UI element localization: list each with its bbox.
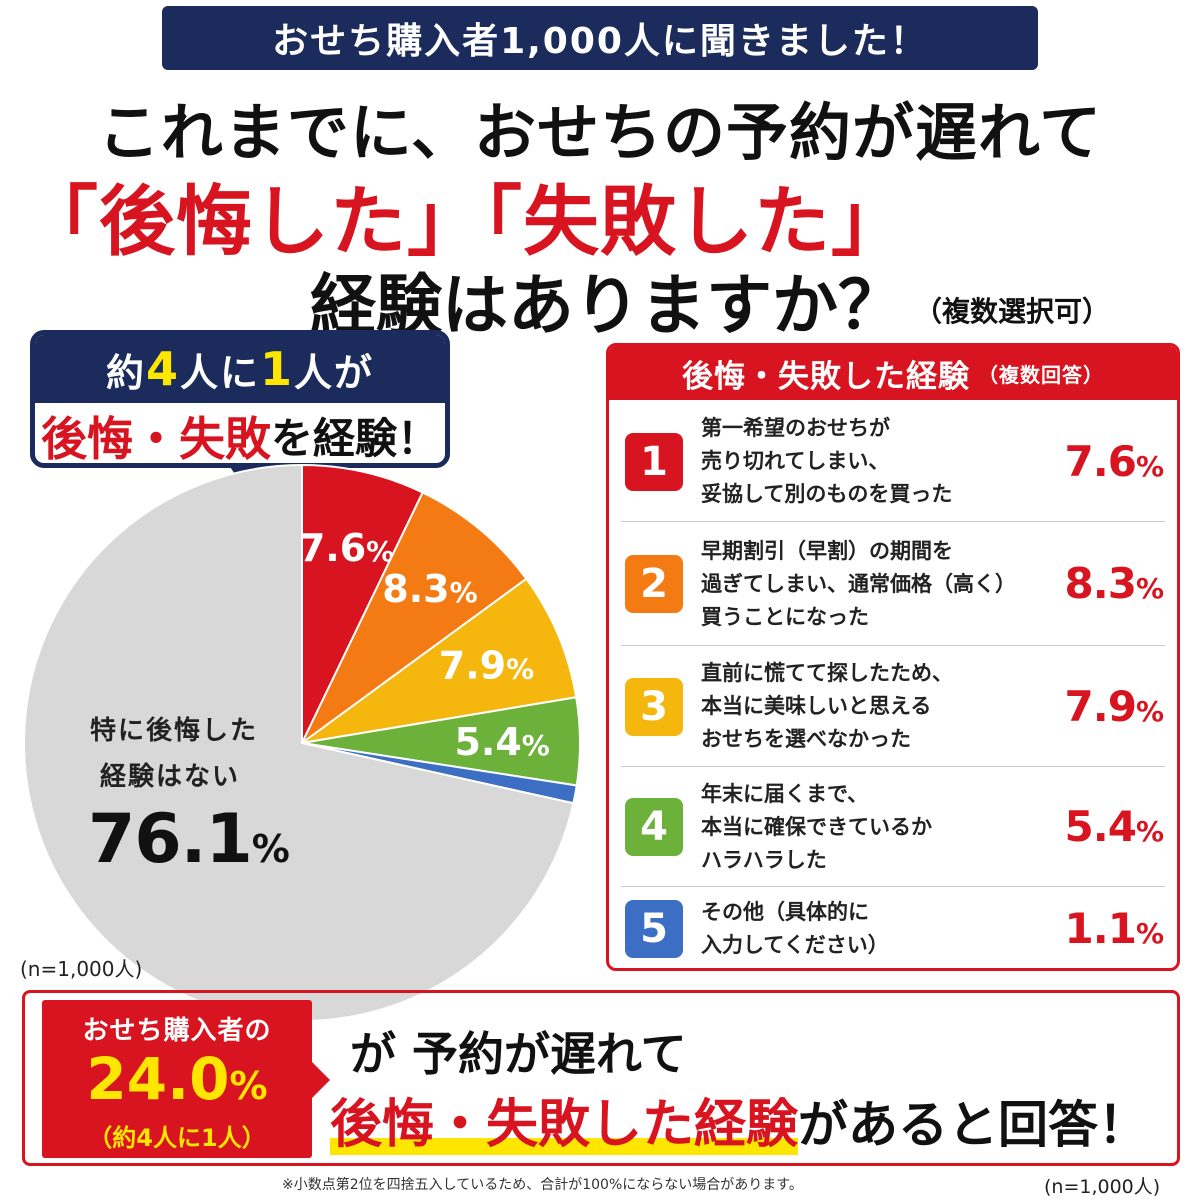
pie-slice-label-pct: % [450,576,478,609]
pie-slice-label-3: 7.9% [439,643,534,687]
row-value: 7.9% [1064,681,1164,731]
callout-t2: 4 [145,342,180,396]
row-description-line2: 本当に美味しいと思える [701,694,932,718]
row-description-line1: 第一希望のおせちが [701,416,890,440]
pie-slice-label-pct: % [522,729,550,762]
pie-none-value: 76.1% [88,800,290,879]
pie-slice-label-2: 8.3% [382,567,477,611]
row-value-number: 1.1 [1064,904,1137,953]
pie-slice-6 [23,463,575,1022]
sample-size-note: (n=1,000人) [1044,1176,1161,1198]
experience-panel: 後悔・失敗した経験 （複数回答） 1 第一希望のおせちが 売り切れてしまい、妥協して… [606,343,1180,971]
summary-highlight: 後悔・失敗した経験 [330,1095,799,1155]
row-value-pct: % [1135,917,1164,950]
callout-b1: 後悔・失敗 [40,411,271,466]
row-value-number: 8.3 [1064,559,1137,608]
callout-t4: 1 [260,342,295,396]
pie-slice-1 [301,463,424,744]
multiple-choice-note: （複数選択可） [914,294,1111,328]
row-value-number: 7.6 [1064,436,1137,486]
callout-t5: 人が [294,350,375,395]
pie-slice-label-number: 7.9 [439,643,506,687]
row-description-line3: 買うことになった [701,604,869,629]
pie-chart: 7.6%8.3%7.9%5.4%1.1% [23,463,581,1022]
row-value-pct: % [1135,694,1164,728]
panel-header: 後悔・失敗した経験 （複数回答） [609,346,1177,400]
callout-b2: を経験！ [270,414,439,463]
row-value-pct: % [1135,572,1164,605]
row-description: 第一希望のおせちが 売り切れてしまい、妥協して別のものを買った [701,412,952,511]
rank-badge: 5 [625,900,683,958]
row-description: 早期割引（早割）の期間を過ぎてしまい、通常価格（高く） 買うことになった [701,535,1016,634]
panel-row-4: 4 年末に届くまで、本当に確保できているか ハラハラした 5.4% [621,766,1165,886]
summary-box-pct: % [229,1064,268,1108]
pie-none-number: 76.1 [88,800,253,879]
row-value: 1.1% [1064,904,1164,953]
rounding-footnote: ※小数点第2位を四捨五入しているため、合計が100%にならない場合があります。 [282,1177,803,1193]
rank-badge: 1 [625,432,683,491]
row-value-number: 5.4 [1064,802,1137,851]
rank-badge: 2 [625,555,683,613]
survey-banner: おせち購入者1,000人に聞きました！ [162,6,1038,70]
panel-row-3: 3 直前に慌てて探したため、 本当に美味しいと思える おせちを選べなかった 7.9% [621,645,1165,766]
panel-title-sub: （複数回答） [978,362,1104,387]
row-description-line2: 過ぎてしまい、通常価格（高く） [701,571,1016,596]
pie-slice-label-number: 7.6 [299,526,366,570]
row-value: 8.3% [1064,559,1164,608]
row-description: その他（具体的に 入力してください） [701,896,889,962]
callout-t3: 人に [179,350,260,395]
pie-slice-label-number: 5.4 [454,720,521,764]
summary-box-number: 24.0 [86,1045,230,1113]
pie-sample-size: (n=1,000人) [20,957,143,981]
pie-slice-2 [301,491,528,744]
row-description: 直前に慌てて探したため、 本当に美味しいと思える おせちを選べなかった [701,657,953,756]
summary-box [22,990,1180,1166]
callout-top: 約 4 人に 1 人が [35,335,445,403]
callout-box: 約 4 人に 1 人が 後悔・失敗 を経験！ [30,330,450,468]
row-description-line2: 売り切れてしまい、 [701,449,890,473]
pie-slice-label-4: 5.4% [454,720,549,764]
row-description-line2: 入力してください） [701,933,889,957]
panel-row-5: 5 その他（具体的に 入力してください） 1.1% [621,886,1165,968]
summary-red-box: おせち購入者の 24.0% （約4人に1人） [42,1000,312,1158]
summary-box-value: 24.0% [42,1047,312,1118]
panel-row-2: 2 早期割引（早割）の期間を過ぎてしまい、通常価格（高く） 買うことになった 8.3% [621,521,1165,645]
headline-line-2: 「後悔した」「失敗した」 [22,177,908,266]
row-description-line2: 本当に確保できているか [701,814,932,839]
row-value: 5.4% [1064,802,1164,851]
row-description-line1: その他（具体的に [701,900,869,924]
pie-slice-label-number: 8.3 [382,567,449,611]
summary-box-line-3: （約4人に1人） [88,1124,266,1152]
panel-title: 後悔・失敗した経験 [682,358,970,395]
pie-slice-3 [301,577,578,744]
rank-badge: 4 [625,798,683,856]
pie-none-label-1: 特に後悔した [90,716,259,746]
pie-slice-label-pct: % [506,652,534,685]
pie-none-label-2: 経験はない [100,762,241,792]
rank-badge: 3 [625,677,683,736]
callout-bottom: 後悔・失敗 を経験！ [35,403,445,466]
summary-red-pointer [312,1062,330,1098]
row-description-line1: 早期割引（早割）の期間を [701,538,953,563]
panel-row-1: 1 第一希望のおせちが 売り切れてしまい、妥協して別のものを買った 7.6% [621,402,1165,521]
row-description-line3: ハラハラした [701,847,827,872]
pie-none-pct: % [251,827,290,871]
callout-t1: 約 [105,350,146,395]
row-value-pct: % [1135,815,1164,848]
summary-message-rest: があると回答！ [798,1096,1149,1154]
row-value: 7.6% [1064,436,1164,486]
row-description-line1: 年末に届くまで、 [701,781,869,806]
row-value-pct: % [1135,449,1164,483]
headline-line-1: これまでに、おせちの予約が遅れて [97,96,1103,169]
row-description-line1: 直前に慌てて探したため、 [701,661,953,685]
row-value-number: 7.9 [1064,681,1137,731]
row-description-line3: 妥協して別のものを買った [701,482,953,506]
summary-message-1: が 予約が遅れて [350,1027,687,1081]
summary-box-line-1: おせち購入者の [82,1016,272,1046]
row-description: 年末に届くまで、本当に確保できているか ハラハラした [701,778,932,877]
summary-message-2: 後悔・失敗した経験があると回答！ [330,1082,1148,1157]
row-description-line3: おせちを選べなかった [701,727,911,751]
